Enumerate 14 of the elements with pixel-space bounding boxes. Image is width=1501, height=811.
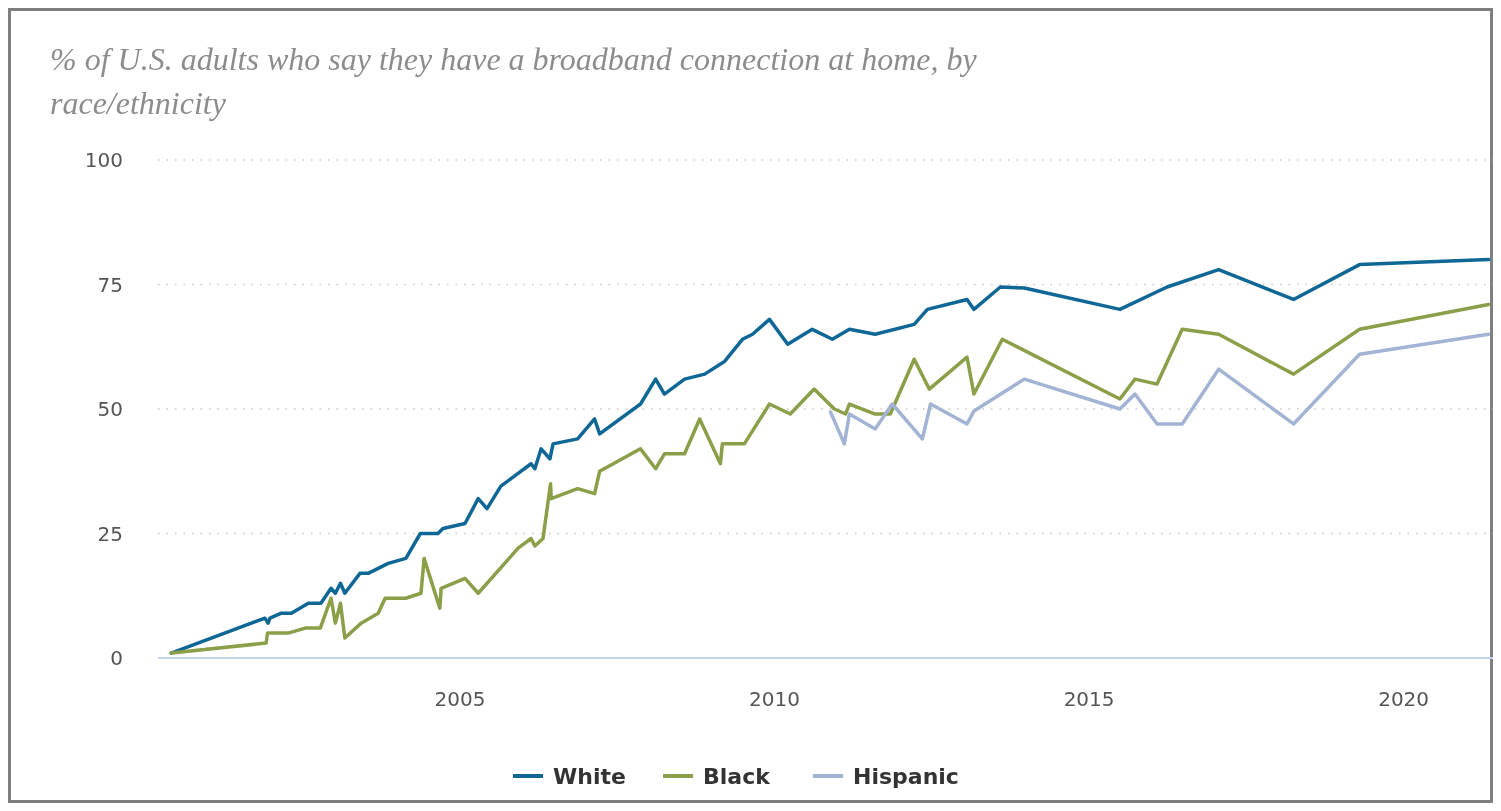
x-tick-label: 2020 <box>1378 687 1430 711</box>
legend-label: Black <box>703 763 772 789</box>
legend-label: Hispanic <box>853 763 959 789</box>
legend-label: White <box>553 763 626 789</box>
y-tick-label: 50 <box>97 397 123 421</box>
line-series <box>828 332 1491 446</box>
x-tick-label: 2005 <box>434 687 486 711</box>
x-tick-label: 2010 <box>749 687 800 711</box>
y-tick-label: 100 <box>84 148 123 172</box>
y-tick-label: 25 <box>97 521 123 546</box>
chart-title: % of U.S. adults who say they have a broadband connection at home, by race/ethnicity <box>50 41 978 121</box>
y-tick-label: 75 <box>97 272 123 297</box>
y-tick-label: 0 <box>110 646 123 670</box>
x-tick-label: 2015 <box>1063 687 1115 711</box>
